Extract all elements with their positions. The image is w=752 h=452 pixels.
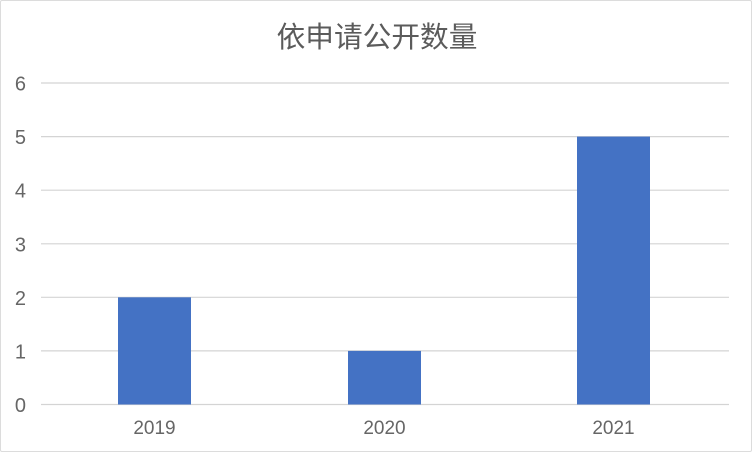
svg-text:2020: 2020 (363, 418, 405, 439)
svg-text:4: 4 (15, 181, 26, 203)
svg-text:6: 6 (15, 74, 26, 96)
svg-text:5: 5 (15, 127, 26, 149)
svg-text:2: 2 (15, 288, 26, 310)
svg-text:3: 3 (15, 234, 26, 256)
svg-text:1: 1 (15, 341, 26, 363)
svg-text:2021: 2021 (592, 418, 634, 439)
svg-text:0: 0 (15, 395, 26, 417)
svg-text:2019: 2019 (133, 418, 175, 439)
